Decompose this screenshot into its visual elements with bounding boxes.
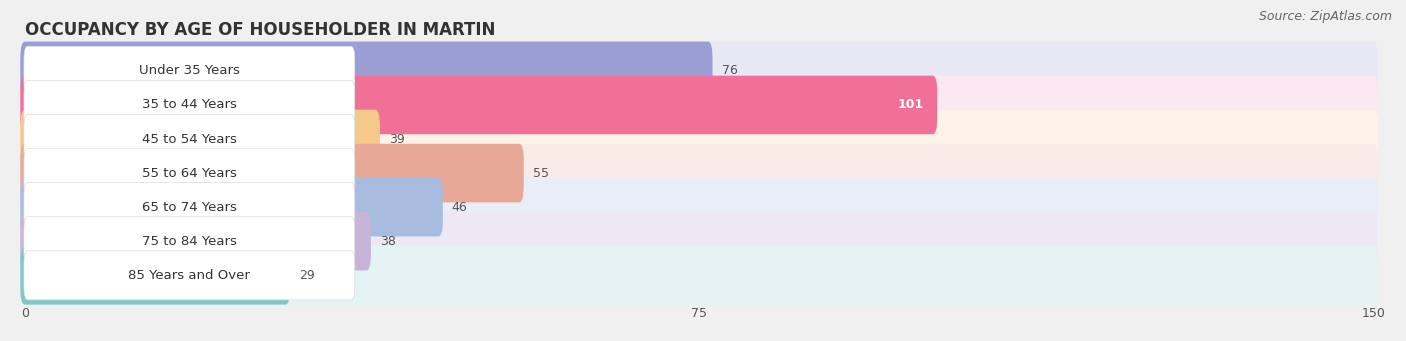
FancyBboxPatch shape [20, 76, 1378, 134]
FancyBboxPatch shape [24, 149, 354, 198]
Text: OCCUPANCY BY AGE OF HOUSEHOLDER IN MARTIN: OCCUPANCY BY AGE OF HOUSEHOLDER IN MARTI… [25, 21, 495, 39]
FancyBboxPatch shape [20, 178, 443, 236]
Text: 39: 39 [389, 133, 405, 146]
Text: 55: 55 [533, 167, 548, 180]
FancyBboxPatch shape [20, 246, 290, 305]
FancyBboxPatch shape [24, 46, 354, 95]
Text: 85 Years and Over: 85 Years and Over [128, 269, 250, 282]
FancyBboxPatch shape [20, 144, 1378, 203]
FancyBboxPatch shape [24, 217, 354, 266]
Text: 76: 76 [721, 64, 737, 77]
FancyBboxPatch shape [24, 251, 354, 300]
FancyBboxPatch shape [20, 178, 1378, 236]
FancyBboxPatch shape [24, 80, 354, 130]
Text: 65 to 74 Years: 65 to 74 Years [142, 201, 236, 214]
Text: 35 to 44 Years: 35 to 44 Years [142, 99, 236, 112]
Text: 55 to 64 Years: 55 to 64 Years [142, 167, 236, 180]
FancyBboxPatch shape [20, 212, 371, 270]
Text: Under 35 Years: Under 35 Years [139, 64, 240, 77]
FancyBboxPatch shape [20, 76, 938, 134]
Text: 45 to 54 Years: 45 to 54 Years [142, 133, 236, 146]
FancyBboxPatch shape [20, 110, 380, 168]
FancyBboxPatch shape [20, 144, 524, 203]
Text: Source: ZipAtlas.com: Source: ZipAtlas.com [1258, 10, 1392, 23]
FancyBboxPatch shape [20, 42, 713, 100]
FancyBboxPatch shape [24, 115, 354, 164]
FancyBboxPatch shape [24, 183, 354, 232]
Text: 75 to 84 Years: 75 to 84 Years [142, 235, 236, 248]
FancyBboxPatch shape [20, 42, 1378, 100]
Text: 101: 101 [897, 99, 924, 112]
FancyBboxPatch shape [20, 246, 1378, 305]
FancyBboxPatch shape [20, 110, 1378, 168]
FancyBboxPatch shape [20, 212, 1378, 270]
Text: 46: 46 [451, 201, 468, 214]
Text: 38: 38 [380, 235, 395, 248]
Text: 29: 29 [299, 269, 315, 282]
